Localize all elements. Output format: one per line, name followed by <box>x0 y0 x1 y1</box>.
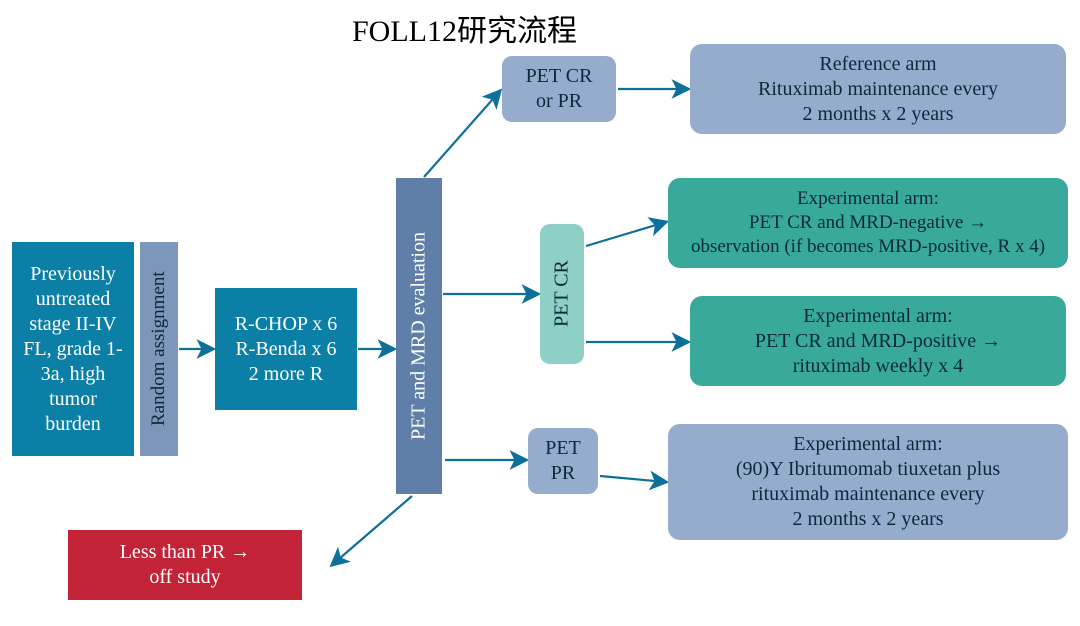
edge <box>424 91 500 177</box>
node-random: Random assignment <box>140 242 178 456</box>
node-petcrpr: PET CR or PR <box>502 56 616 122</box>
node-petpr: PET PR <box>528 428 598 494</box>
flowchart-title: FOLL12研究流程 <box>352 6 577 50</box>
node-exp3: Experimental arm: (90)Y Ibritumomab tiux… <box>668 424 1068 540</box>
edge <box>600 476 666 482</box>
flowchart-stage: FOLL12研究流程 Previously untreated stage II… <box>0 0 1080 626</box>
edge <box>332 496 412 565</box>
node-petcr: PET CR <box>540 224 584 364</box>
node-exp2: Experimental arm: PET CR and MRD-positiv… <box>690 296 1066 386</box>
node-offstudy: Less than PR → off study <box>68 530 302 600</box>
node-refarm: Reference arm Rituximab maintenance ever… <box>690 44 1066 134</box>
node-exp1: Experimental arm: PET CR and MRD-negativ… <box>668 178 1068 268</box>
node-petmrd: PET and MRD evaluation <box>396 178 442 494</box>
edge <box>586 222 666 246</box>
node-entry: Previously untreated stage II-IV FL, gra… <box>12 242 134 456</box>
node-chemo: R-CHOP x 6 R-Benda x 6 2 more R <box>215 288 357 410</box>
